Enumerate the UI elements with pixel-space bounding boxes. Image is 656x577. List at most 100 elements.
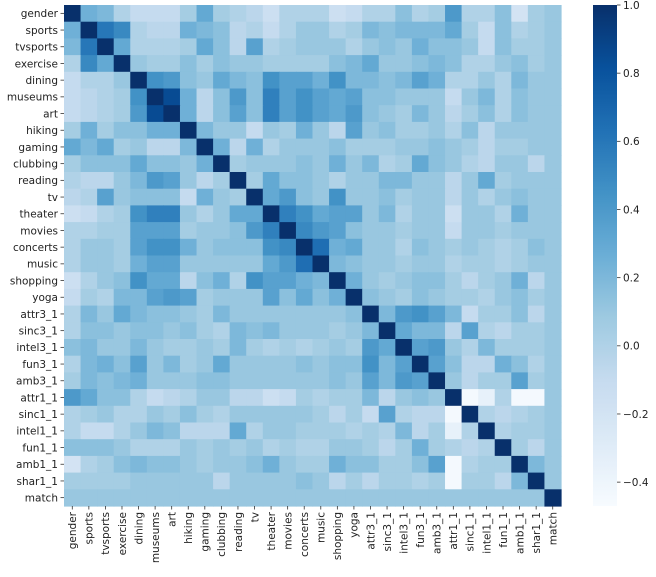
heatmap-cell-hiking-movies	[279, 121, 297, 140]
heatmap-cell-fun1_1-art	[163, 439, 181, 457]
heatmap-cell-shar1_1-reading	[229, 472, 247, 490]
heatmap-cell-intel1_1-intel3_1	[395, 422, 413, 440]
heatmap-cell-concerts-tv	[246, 238, 264, 257]
heatmap-cell-theater-sports	[80, 205, 98, 223]
heatmap-cell-amb3_1-reading	[229, 372, 247, 390]
heatmap-cell-exercise-match	[544, 55, 562, 73]
heatmap-cell-amb3_1-exercise	[113, 372, 131, 390]
x-tick-label: concerts	[299, 512, 311, 557]
heatmap-cell-fun3_1-fun3_1	[411, 355, 430, 373]
heatmap-cell-music-amb3_1	[428, 255, 446, 273]
heatmap-cell-sinc3_1-clubbing	[213, 322, 231, 340]
heatmap-cell-music-hiking	[179, 255, 198, 273]
heatmap-cell-shopping-match	[544, 272, 562, 290]
heatmap-cell-theater-exercise	[113, 205, 131, 223]
heatmap-cell-sinc1_1-movies	[279, 405, 297, 424]
heatmap-cell-reading-reading	[229, 172, 247, 190]
heatmap-cell-yoga-gender	[64, 288, 82, 307]
heatmap-cell-attr1_1-concerts	[295, 389, 314, 407]
heatmap-cell-intel3_1-amb1_1	[511, 339, 529, 357]
heatmap-cell-sinc3_1-art	[163, 322, 181, 340]
heatmap-cell-sinc1_1-exercise	[113, 405, 131, 424]
heatmap-cell-gaming-fun3_1	[411, 138, 430, 156]
heatmap-cell-hiking-shopping	[329, 121, 347, 140]
heatmap-cell-reading-concerts	[295, 172, 314, 190]
heatmap-cell-music-fun3_1	[411, 255, 430, 273]
heatmap-cell-tvsports-attr1_1	[445, 38, 463, 56]
heatmap-cell-amb3_1-sports	[80, 372, 98, 390]
y-tick-label: hiking	[26, 125, 58, 137]
heatmap-cell-sinc3_1-amb1_1	[511, 322, 529, 340]
heatmap-cell-art-match	[544, 105, 562, 123]
heatmap-cell-sinc1_1-fun1_1	[494, 405, 512, 424]
y-tick-label: museums	[7, 92, 58, 104]
heatmap-cell-tvsports-museums	[146, 38, 164, 56]
heatmap-cell-hiking-theater	[262, 121, 280, 140]
heatmap-cell-exercise-intel3_1	[395, 55, 413, 73]
heatmap-cell-gaming-gender	[64, 138, 82, 156]
heatmap-cell-reading-art	[163, 172, 181, 190]
heatmap-cell-theater-art	[163, 205, 181, 223]
heatmap-cell-yoga-amb1_1	[511, 288, 529, 307]
heatmap-cell-tvsports-amb1_1	[511, 38, 529, 56]
heatmap-cell-sports-music	[312, 21, 330, 39]
heatmap-cell-match-attr1_1	[445, 489, 463, 507]
heatmap-cell-gender-museums	[146, 5, 164, 23]
heatmap-cell-sports-amb3_1	[428, 21, 446, 39]
heatmap-cell-amb3_1-theater	[262, 372, 280, 390]
heatmap-cell-exercise-sinc3_1	[378, 55, 396, 73]
heatmap-cell-gender-sports	[80, 5, 98, 23]
x-tick-label: amb1_1	[514, 512, 526, 554]
heatmap-cell-yoga-sports	[80, 288, 98, 307]
heatmap-cell-match-shopping	[329, 489, 347, 507]
heatmap-cell-intel3_1-yoga	[345, 339, 363, 357]
heatmap-cell-clubbing-concerts	[295, 155, 314, 173]
heatmap-cell-movies-amb1_1	[511, 222, 529, 240]
heatmap-cell-yoga-tv	[246, 288, 264, 307]
heatmap-cell-intel3_1-exercise	[113, 339, 131, 357]
heatmap-cell-shopping-tvsports	[97, 272, 115, 290]
heatmap-cell-gender-movies	[279, 5, 297, 23]
heatmap-cell-theater-intel3_1	[395, 205, 413, 223]
heatmap-cell-sports-sinc3_1	[378, 21, 396, 39]
heatmap-cell-shar1_1-exercise	[113, 472, 131, 490]
heatmap-cell-match-sinc1_1	[461, 489, 479, 507]
heatmap-cell-music-art	[163, 255, 181, 273]
heatmap-cell-sinc3_1-attr1_1	[445, 322, 463, 340]
heatmap-cell-fun1_1-yoga	[345, 439, 363, 457]
heatmap-cell-movies-exercise	[113, 222, 131, 240]
heatmap-cell-dining-sinc1_1	[461, 71, 479, 90]
heatmap-cell-shopping-clubbing	[213, 272, 231, 290]
heatmap-cell-shopping-sports	[80, 272, 98, 290]
heatmap-cell-attr1_1-tv	[246, 389, 264, 407]
heatmap-cell-sinc1_1-match	[544, 405, 562, 424]
heatmap-cell-hiking-museums	[146, 121, 164, 140]
heatmap-cell-fun3_1-intel1_1	[478, 355, 496, 373]
y-tick-label: exercise	[15, 58, 58, 70]
heatmap-cell-fun3_1-clubbing	[213, 355, 231, 373]
heatmap-cell-reading-shar1_1	[527, 172, 546, 190]
heatmap-cell-hiking-fun3_1	[411, 121, 430, 140]
heatmap-cell-gaming-intel1_1	[478, 138, 496, 156]
heatmap-cell-yoga-attr1_1	[445, 288, 463, 307]
heatmap-cell-music-concerts	[295, 255, 314, 273]
heatmap-cell-fun3_1-theater	[262, 355, 280, 373]
heatmap-cell-gender-reading	[229, 5, 247, 23]
heatmap-cell-shopping-art	[163, 272, 181, 290]
heatmap-cell-sinc3_1-shar1_1	[527, 322, 546, 340]
heatmap-cell-sinc1_1-sinc3_1	[378, 405, 396, 424]
heatmap-cell-gaming-music	[312, 138, 330, 156]
heatmap-cell-exercise-fun3_1	[411, 55, 430, 73]
heatmap-cell-clubbing-amb3_1	[428, 155, 446, 173]
heatmap-cell-music-theater	[262, 255, 280, 273]
heatmap-cell-attr1_1-sinc3_1	[378, 389, 396, 407]
heatmap-cell-amb1_1-clubbing	[213, 455, 231, 474]
heatmap-cell-gaming-attr3_1	[362, 138, 380, 156]
heatmap-cell-hiking-attr1_1	[445, 121, 463, 140]
heatmap-cell-theater-gaming	[196, 205, 214, 223]
heatmap-cell-gender-tvsports	[97, 5, 115, 23]
x-tick-label: dining	[133, 512, 145, 544]
heatmap-cell-tvsports-fun3_1	[411, 38, 430, 56]
heatmap-cell-yoga-sinc3_1	[378, 288, 396, 307]
heatmap-cell-hiking-exercise	[113, 121, 131, 140]
